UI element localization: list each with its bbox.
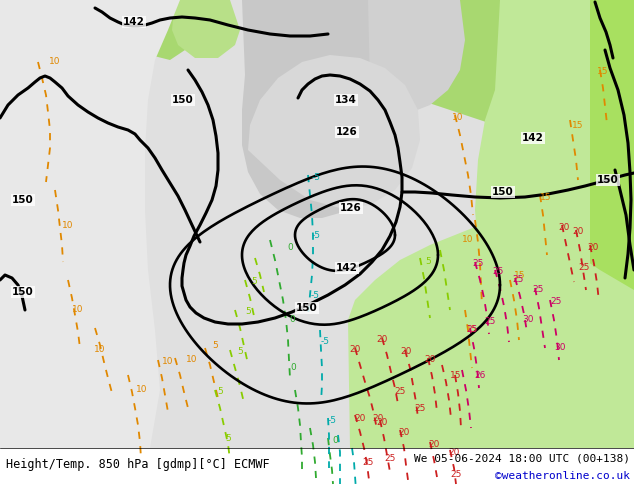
Text: 5: 5: [245, 308, 251, 317]
Text: 30: 30: [522, 316, 534, 324]
Text: 126: 126: [336, 127, 358, 137]
Polygon shape: [172, 0, 240, 58]
Text: 20: 20: [400, 347, 411, 357]
Polygon shape: [248, 55, 420, 208]
Text: 25: 25: [578, 264, 590, 272]
Polygon shape: [0, 0, 70, 60]
Text: 25: 25: [384, 454, 396, 463]
Text: 10: 10: [136, 386, 148, 394]
Text: 5: 5: [217, 388, 223, 396]
Text: 10: 10: [49, 57, 61, 67]
Polygon shape: [240, 0, 415, 218]
Text: 25: 25: [550, 297, 562, 307]
Text: 20: 20: [573, 227, 584, 237]
Text: 25: 25: [450, 469, 462, 479]
Text: 5: 5: [251, 277, 257, 287]
Text: 25: 25: [362, 458, 373, 466]
Text: 25: 25: [467, 325, 477, 335]
Text: 15: 15: [466, 325, 478, 335]
Text: 20: 20: [377, 417, 387, 426]
Text: -5: -5: [311, 173, 321, 182]
Text: ©weatheronline.co.uk: ©weatheronline.co.uk: [495, 471, 630, 481]
Text: 15: 15: [573, 121, 584, 129]
Text: -5: -5: [321, 338, 330, 346]
Polygon shape: [118, 0, 195, 60]
Text: 10: 10: [186, 356, 198, 365]
Text: 20: 20: [377, 336, 387, 344]
Text: 25: 25: [394, 388, 406, 396]
Text: 20: 20: [349, 345, 361, 354]
Text: 15: 15: [450, 371, 462, 381]
Text: 126: 126: [340, 203, 362, 213]
Polygon shape: [590, 0, 634, 448]
Bar: [0, 448, 634, 490]
Text: -5: -5: [328, 416, 337, 424]
Text: 150: 150: [597, 175, 619, 185]
Text: 142: 142: [123, 17, 145, 27]
Text: 20: 20: [587, 244, 598, 252]
Text: 25: 25: [512, 275, 524, 285]
Text: 15: 15: [514, 270, 526, 279]
Text: 20: 20: [372, 414, 384, 422]
Text: 0: 0: [289, 316, 295, 324]
Text: 0: 0: [332, 436, 338, 444]
Text: 5: 5: [237, 347, 243, 357]
Text: 5: 5: [212, 341, 218, 349]
Polygon shape: [0, 0, 50, 100]
Text: 25: 25: [414, 403, 425, 413]
Text: 10: 10: [462, 236, 474, 245]
Text: We 05-06-2024 18:00 UTC (00+138): We 05-06-2024 18:00 UTC (00+138): [414, 453, 630, 463]
Text: 142: 142: [336, 263, 358, 273]
Text: 5: 5: [225, 434, 231, 442]
Text: 0: 0: [287, 244, 293, 252]
Text: 10: 10: [72, 305, 84, 315]
Text: 25: 25: [472, 260, 484, 269]
Text: 150: 150: [492, 187, 514, 197]
Polygon shape: [380, 0, 634, 135]
Text: 30: 30: [554, 343, 566, 352]
Polygon shape: [475, 0, 634, 448]
Text: 0: 0: [290, 364, 296, 372]
Text: -5: -5: [311, 291, 320, 299]
Text: 20: 20: [429, 440, 440, 448]
Text: -5: -5: [311, 230, 321, 240]
Text: 134: 134: [335, 95, 357, 105]
Polygon shape: [0, 330, 140, 448]
Text: 150: 150: [172, 95, 194, 105]
Text: 150: 150: [296, 303, 318, 313]
Polygon shape: [348, 220, 634, 448]
Text: 20: 20: [448, 447, 460, 457]
Polygon shape: [368, 0, 465, 112]
Text: 150: 150: [12, 195, 34, 205]
Text: 25: 25: [493, 268, 503, 276]
Text: 20: 20: [354, 414, 366, 422]
Text: Height/Temp. 850 hPa [gdmp][°C] ECMWF: Height/Temp. 850 hPa [gdmp][°C] ECMWF: [6, 458, 269, 470]
Text: 20: 20: [424, 356, 436, 365]
Text: 20: 20: [398, 427, 410, 437]
Text: 150: 150: [12, 287, 34, 297]
Text: 10: 10: [162, 358, 174, 367]
Text: 20: 20: [559, 223, 570, 232]
Text: 10: 10: [94, 345, 106, 354]
Text: 26: 26: [474, 371, 486, 381]
Text: 25: 25: [484, 318, 496, 326]
Text: 10: 10: [62, 220, 74, 229]
Polygon shape: [0, 0, 180, 448]
Text: 5: 5: [425, 258, 431, 267]
Text: 15: 15: [540, 194, 552, 202]
Text: 142: 142: [522, 133, 544, 143]
Text: 15: 15: [597, 68, 609, 76]
Text: 25: 25: [533, 286, 544, 294]
Text: 10: 10: [452, 114, 463, 122]
